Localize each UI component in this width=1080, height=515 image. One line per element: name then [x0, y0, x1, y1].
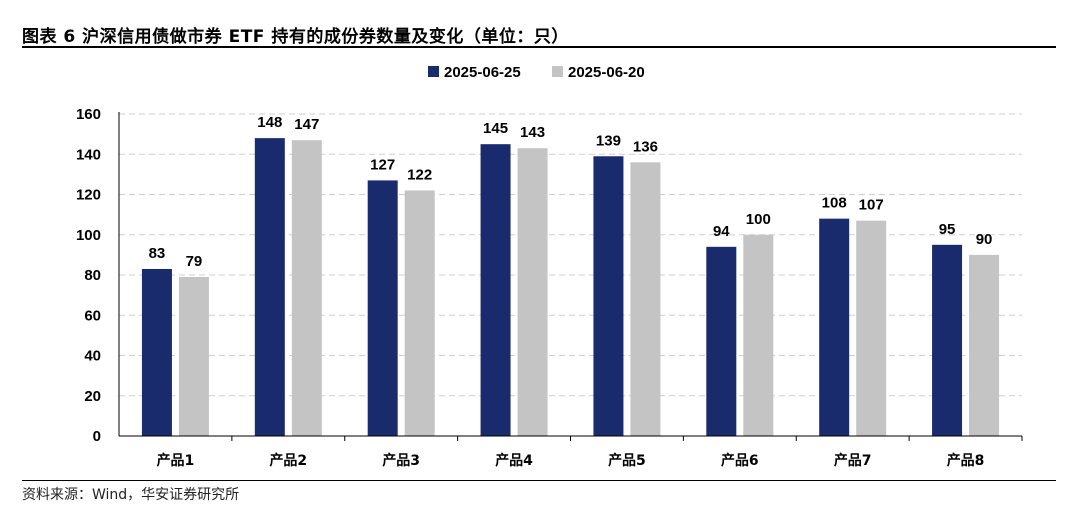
- legend-swatch: [428, 66, 439, 77]
- data-label: 148: [257, 114, 282, 131]
- y-tick-label: 120: [76, 187, 101, 204]
- bar: [630, 162, 661, 437]
- data-label: 145: [483, 120, 508, 137]
- gridlines: [119, 113, 1022, 397]
- figure-title: 图表 6 沪深信用债做市券 ETF 持有的成份券数量及变化（单位：只）: [22, 27, 569, 47]
- x-category-labels: 产品1 产品2 产品3 产品4 产品5 产品6 产品7 产品8: [157, 452, 985, 469]
- x-category-label: 产品7: [834, 452, 872, 469]
- data-label: 139: [596, 132, 621, 149]
- y-tick-label: 160: [76, 106, 101, 123]
- bars: [141, 138, 1000, 437]
- bar: [291, 140, 322, 436]
- legend-label: 2025-06-25: [444, 64, 521, 81]
- y-tick-label: 140: [76, 146, 101, 163]
- source-note: 资料来源：Wind，华安证券研究所: [22, 487, 240, 503]
- data-label: 83: [149, 245, 166, 262]
- y-tick-label: 80: [84, 267, 101, 284]
- x-category-label: 产品3: [382, 452, 420, 469]
- bar: [404, 190, 435, 436]
- bar: [517, 148, 548, 436]
- bar: [178, 277, 209, 436]
- data-label: 143: [520, 124, 545, 141]
- bar: [706, 246, 737, 436]
- legend: 2025-06-25 2025-06-20: [428, 64, 645, 81]
- legend-label: 2025-06-20: [568, 64, 645, 81]
- y-tick-label: 20: [84, 388, 101, 405]
- bar: [593, 156, 624, 436]
- bar: [141, 268, 172, 436]
- bar: [367, 180, 398, 436]
- axes: [118, 112, 1023, 441]
- y-tick-label: 100: [76, 227, 101, 244]
- legend-swatch: [552, 66, 563, 77]
- source-rule: [22, 480, 1056, 481]
- bar: [743, 234, 774, 436]
- data-label: 108: [822, 195, 847, 212]
- data-label: 122: [407, 166, 432, 183]
- data-label: 94: [713, 223, 730, 240]
- bar: [969, 254, 1000, 436]
- x-category-label: 产品1: [157, 452, 195, 469]
- data-label: 79: [186, 253, 203, 270]
- y-tick-labels: 0 20 40 60 80 100 120 140 160: [76, 106, 101, 445]
- data-labels: 83 79 148 147 127 122 145 143 139 136 94 100 108 107 9…: [149, 114, 993, 270]
- y-tick-label: 40: [84, 348, 101, 365]
- bar: [856, 220, 887, 436]
- title-rule: [22, 46, 1056, 48]
- y-tick-label: 60: [84, 307, 101, 324]
- data-label: 147: [294, 116, 319, 133]
- data-label: 136: [633, 138, 658, 155]
- x-category-label: 产品5: [608, 452, 646, 469]
- x-category-label: 产品4: [495, 452, 533, 469]
- y-tick-label: 0: [93, 428, 101, 445]
- data-label: 90: [976, 231, 993, 248]
- data-label: 95: [939, 221, 956, 238]
- bar: [254, 138, 285, 436]
- x-category-label: 产品2: [269, 452, 307, 469]
- data-label: 127: [370, 156, 395, 173]
- x-category-label: 产品6: [721, 452, 759, 469]
- bar: [819, 218, 850, 436]
- x-category-label: 产品8: [947, 452, 985, 469]
- data-label: 100: [746, 211, 771, 228]
- bar: [480, 144, 511, 436]
- data-label: 107: [859, 197, 884, 214]
- bar: [932, 244, 963, 436]
